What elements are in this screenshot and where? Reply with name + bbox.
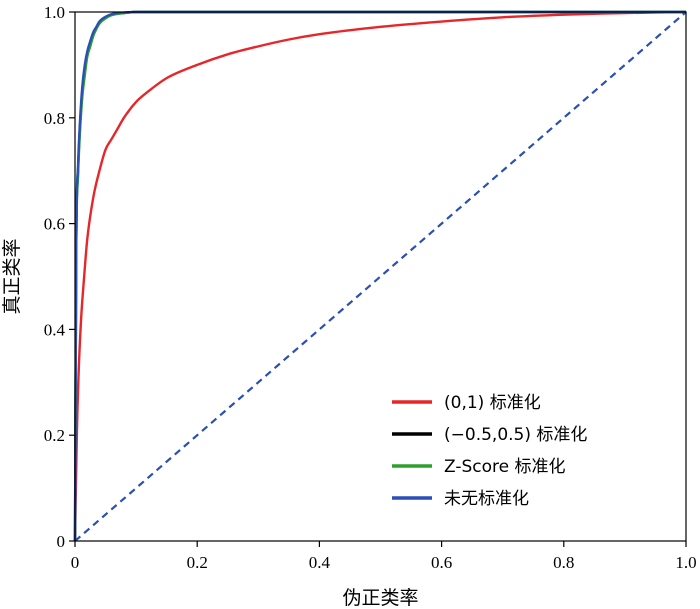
y-tick-label: 1.0 xyxy=(44,3,65,22)
y-axis-label: 真正类率 xyxy=(1,238,23,314)
legend-label-2: (−0.5,0.5) 标准化 xyxy=(444,425,587,445)
x-tick-label: 0.2 xyxy=(187,553,208,572)
axis-ticks: 00 0.2 0.2 0.4 0.4 0.6 0.6 0.8 0.8 1.0 1.0 xyxy=(44,3,697,572)
diagonal-reference-line xyxy=(74,11,687,542)
x-tick-label: 0.8 xyxy=(553,553,574,572)
plot-area xyxy=(73,10,687,542)
legend-label-3: Z-Score 标准化 xyxy=(444,457,566,477)
legend-label-4: 未无标准化 xyxy=(444,489,529,509)
plot-frame xyxy=(74,11,687,542)
y-tick-label: 0.6 xyxy=(44,215,65,234)
x-tick-label: 0.6 xyxy=(431,553,452,572)
x-tick-label: 0 xyxy=(71,553,80,572)
x-tick-label: 0.4 xyxy=(309,553,331,572)
y-tick-label: 0.8 xyxy=(44,109,65,128)
x-axis-label: 伪正类率 xyxy=(342,587,418,609)
y-tick-label: 0 xyxy=(57,532,66,551)
legend-label-1: (0,1) 标准化 xyxy=(444,393,541,413)
y-tick-label: 0.4 xyxy=(44,320,66,339)
y-tick-label: 0.2 xyxy=(44,426,65,445)
x-tick-label: 1.0 xyxy=(675,553,696,572)
series-line-1 xyxy=(73,10,687,542)
